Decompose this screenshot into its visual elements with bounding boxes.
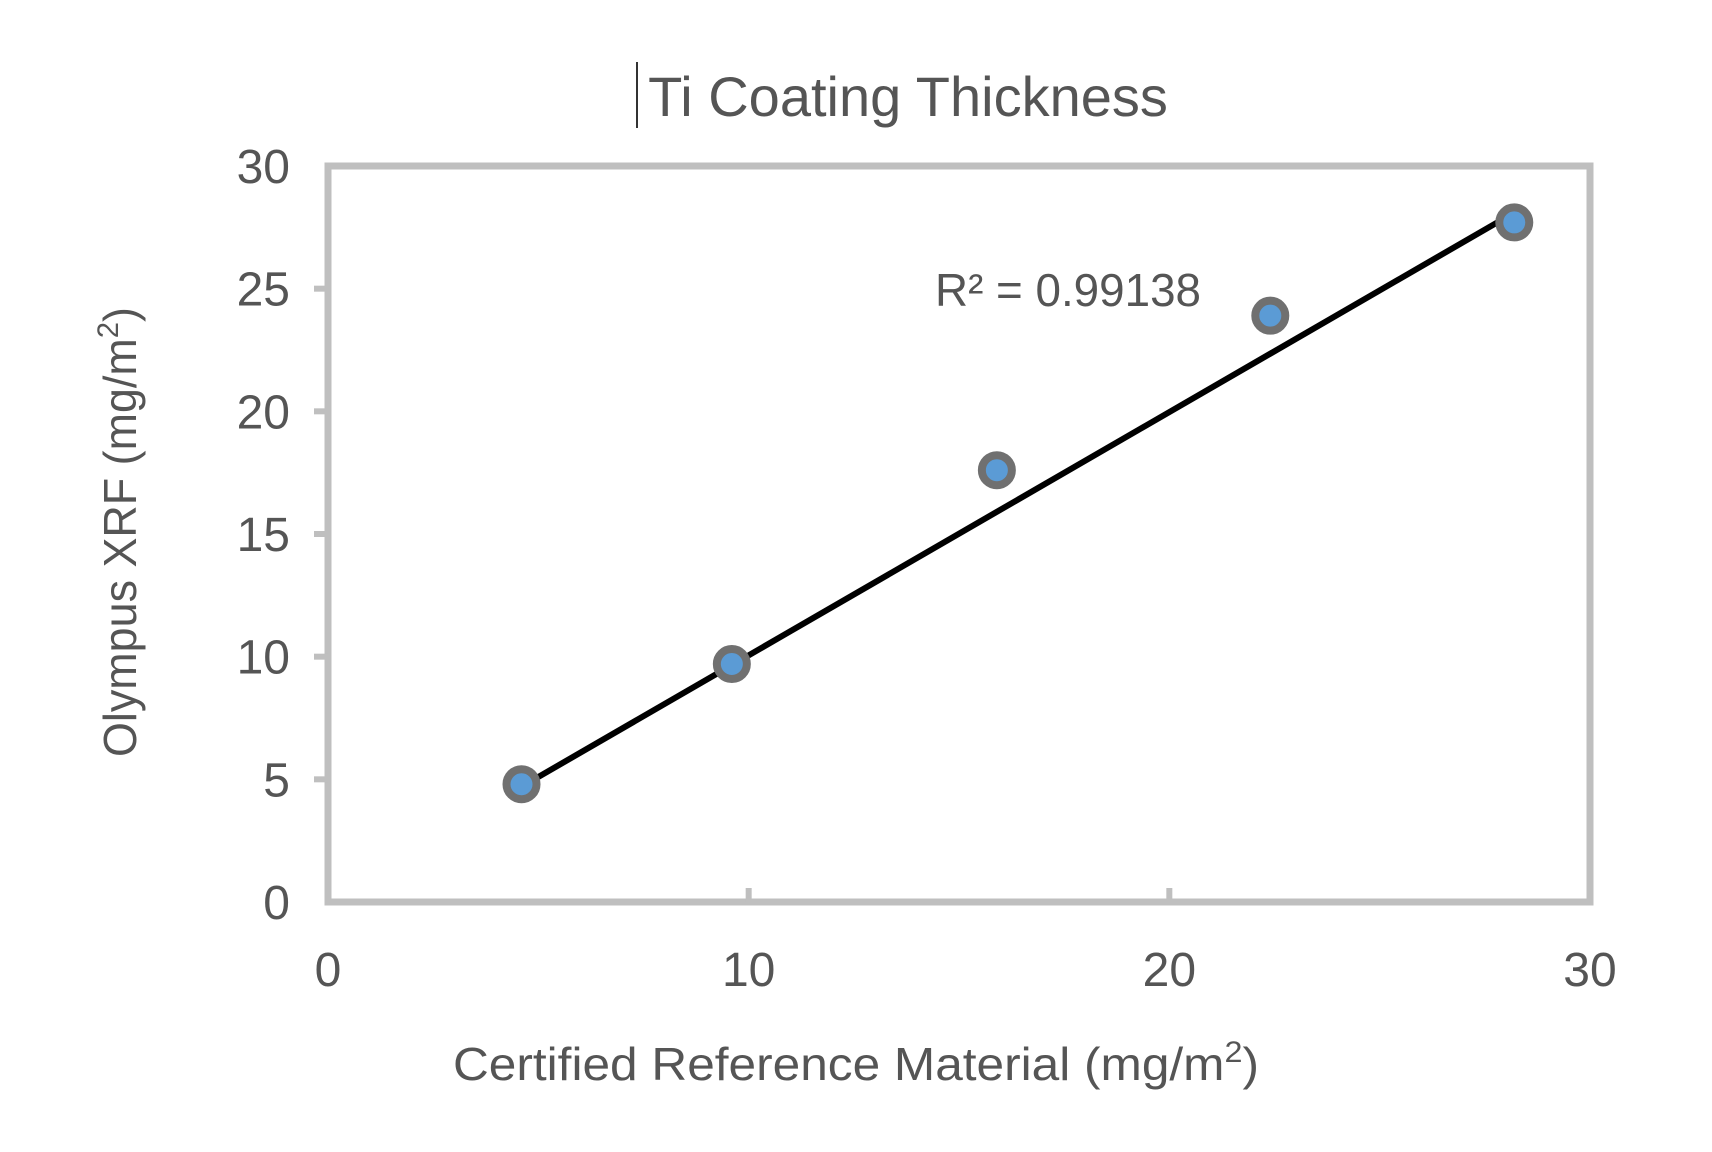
y-tick-label: 5: [263, 754, 290, 807]
x-axis-tick-labels: 0 10 20 30: [315, 944, 1617, 997]
y-tick-label: 25: [237, 264, 290, 317]
y-axis-title-end: ): [94, 307, 146, 322]
trendline: [520, 207, 1520, 790]
x-tick-label: 0: [315, 944, 342, 997]
x-tick-label: 20: [1143, 944, 1196, 997]
y-axis-title: Olympus XRF (mg/m2): [92, 307, 146, 757]
y-axis-tick-labels: 0 5 10 15 20 25 30: [237, 141, 290, 930]
data-point: [1495, 203, 1534, 242]
chart-title: Ti Coating Thickness: [648, 65, 1168, 128]
data-point: [1251, 296, 1290, 335]
y-tick-label: 30: [237, 141, 290, 194]
y-tick-label: 20: [237, 386, 290, 439]
y-tick-label: 10: [237, 632, 290, 685]
x-tick-label: 10: [722, 944, 775, 997]
data-point: [502, 765, 541, 804]
x-axis-title-end: ): [1242, 1038, 1259, 1090]
y-axis-title-main: Olympus XRF (mg/m: [94, 338, 146, 757]
axis-ticks: [314, 285, 1173, 902]
x-axis-title-main: Certified Reference Material (mg/m: [453, 1038, 1224, 1090]
trendline-layer: [520, 207, 1520, 790]
x-axis-title-superscript: 2: [1224, 1036, 1242, 1069]
y-tick-label: 0: [263, 877, 290, 930]
r-squared-annotation: R² = 0.99138: [935, 264, 1201, 316]
y-axis-title-superscript: 2: [92, 322, 125, 338]
x-axis-title: Certified Reference Material (mg/m 2): [453, 1036, 1259, 1090]
data-point: [977, 451, 1016, 490]
y-tick-label: 15: [237, 509, 290, 562]
x-tick-label: 30: [1563, 944, 1616, 997]
data-point: [712, 645, 751, 684]
data-points: [502, 203, 1534, 804]
